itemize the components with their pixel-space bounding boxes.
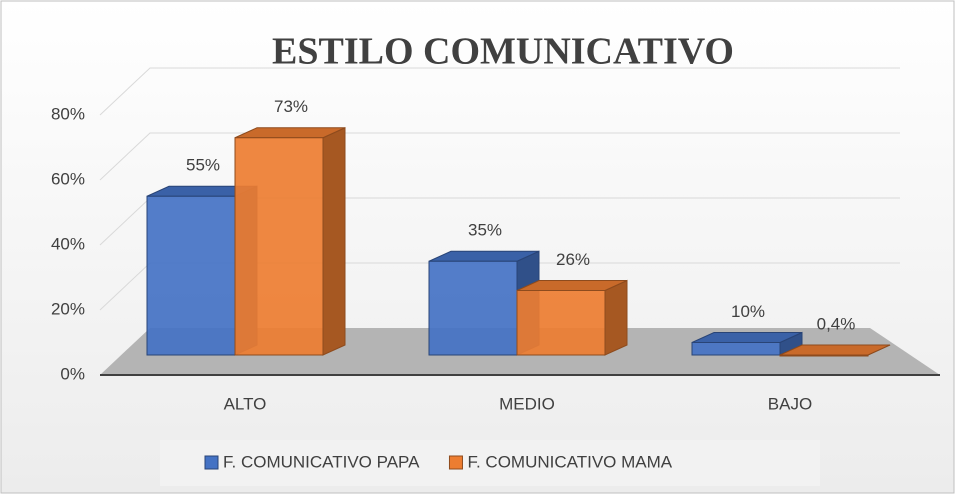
grid-line	[99, 132, 900, 181]
bar	[779, 354, 869, 357]
bar-side	[322, 126, 346, 356]
data-label: 0,4%	[817, 314, 856, 333]
legend-swatch	[204, 455, 219, 470]
x-tick-label: ALTO	[224, 394, 267, 413]
x-tick-label: BAJO	[768, 394, 812, 413]
bar	[516, 290, 606, 356]
bar	[691, 342, 781, 356]
data-label: 55%	[186, 156, 220, 175]
x-tick-label: MEDIO	[499, 394, 555, 413]
legend-swatch	[448, 455, 463, 470]
legend-label: F. COMUNICATIVO PAPA	[223, 452, 420, 471]
data-label: 35%	[468, 221, 502, 240]
y-tick-label: 20%	[51, 299, 85, 318]
bar	[428, 260, 518, 356]
bar	[234, 137, 324, 356]
y-tick-label: 60%	[51, 169, 85, 188]
y-tick-label: 40%	[51, 234, 85, 253]
data-label: 73%	[274, 97, 308, 116]
y-tick-label: 80%	[51, 104, 85, 123]
legend-label: F. COMUNICATIVO MAMA	[467, 452, 672, 471]
data-label: 26%	[556, 250, 590, 269]
grid-line	[99, 67, 900, 116]
bar-side	[604, 279, 628, 356]
chart-title: ESTILO COMUNICATIVO	[272, 31, 734, 73]
y-tick-label: 0%	[60, 364, 85, 383]
legend	[160, 440, 820, 486]
bar	[146, 195, 236, 356]
data-label: 10%	[731, 302, 765, 321]
